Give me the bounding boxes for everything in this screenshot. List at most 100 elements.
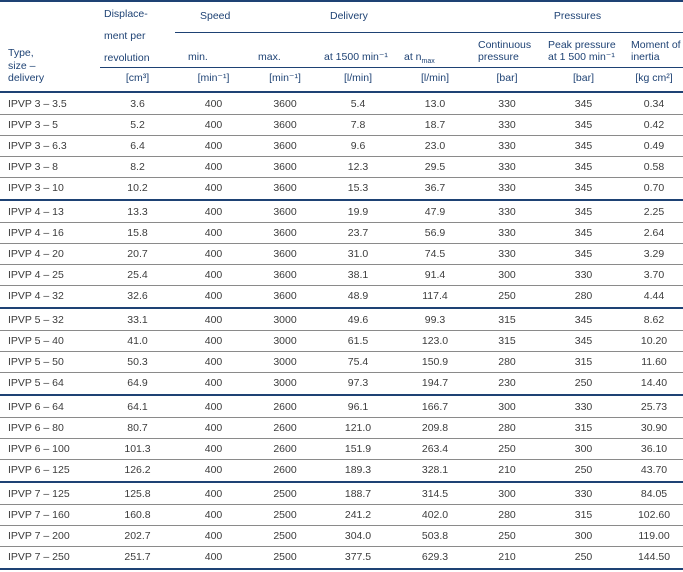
cell-type: IPVP 7 – 250 xyxy=(0,545,100,569)
cell-delivery-at-1500: 5.4 xyxy=(350,97,366,110)
table-row: IPVP 6 – 80 80.7 400 2600 121.0 209.8 280 315 30… xyxy=(0,416,683,438)
cell-speed-max: 2500 xyxy=(252,524,318,546)
delivery-group-header: Delivery xyxy=(318,1,472,33)
cell-speed-min: 400 xyxy=(204,97,223,110)
table-row: IPVP 4 – 16 15.8 400 3600 23.7 56.9 330 345 2.64 xyxy=(0,221,683,243)
cell-moment-of-inertia: 30.90 xyxy=(625,416,683,438)
cell-speed-max: 3000 xyxy=(273,313,297,326)
unit-displacement: [cm³] xyxy=(100,67,175,93)
cell-delivery-at-nmax: 117.4 xyxy=(398,284,472,308)
cell-speed-min: 400 xyxy=(175,176,252,200)
cell-delivery-at-nmax: 263.4 xyxy=(398,437,472,459)
cell-displacement: 50.3 xyxy=(100,350,175,372)
cell-speed-max: 3000 xyxy=(252,329,318,351)
cell-speed-min: 400 xyxy=(175,155,252,177)
speed-group-header: Speed xyxy=(175,1,318,33)
table-row: IPVP 4 – 32 32.6 400 3600 48.9 117.4 250 280 4.4… xyxy=(0,284,683,308)
table-row: IPVP 7 – 250 251.7 400 2500 377.5 629.3 210 250… xyxy=(0,545,683,569)
cell-peak-pressure: 345 xyxy=(542,221,625,243)
cell-speed-min: 400 xyxy=(175,221,252,243)
cell-continuous-pressure: 330 xyxy=(472,113,542,135)
unit-speed-min: [min⁻¹] xyxy=(175,67,252,93)
cell-displacement: 160.8 xyxy=(100,503,175,525)
cell-delivery-at-1500: 241.2 xyxy=(318,503,398,525)
cell-displacement: 33.1 xyxy=(127,313,148,326)
unit-moment-of-inertia: [kg cm²] xyxy=(625,67,683,93)
cell-peak-pressure: 345 xyxy=(542,134,625,156)
cell-continuous-pressure: 210 xyxy=(472,545,542,569)
cell-moment-of-inertia: 0.49 xyxy=(625,134,683,156)
table-row: IPVP 4 – 25 25.4 400 3600 38.1 91.4 300 330 3.70 xyxy=(0,263,683,285)
cell-moment-of-inertia: 3.29 xyxy=(625,242,683,264)
continuous-pressure-header: Continuous pressure xyxy=(472,32,542,69)
table-row: IPVP 6 – 64 64.1 400 2600 96.1 166.7 300 330 25.… xyxy=(0,395,683,418)
cell-delivery-at-1500: 97.3 xyxy=(318,371,398,395)
cell-speed-max: 3600 xyxy=(252,263,318,285)
cell-delivery-at-nmax: 13.0 xyxy=(424,97,446,110)
cell-moment-of-inertia: 25.73 xyxy=(640,400,668,413)
cell-continuous-pressure: 280 xyxy=(472,503,542,525)
cell-delivery-at-1500: 48.9 xyxy=(318,284,398,308)
cell-speed-max: 3600 xyxy=(252,221,318,243)
cell-speed-min: 400 xyxy=(175,416,252,438)
cell-speed-max: 2500 xyxy=(273,487,297,500)
cell-type: IPVP 7 – 125 xyxy=(8,487,70,500)
group-header-row: Type, size – delivery Displace- ment per… xyxy=(0,1,683,93)
cell-continuous-pressure: 315 xyxy=(498,313,516,326)
cell-type: IPVP 7 – 160 xyxy=(0,503,100,525)
cell-delivery-at-1500: 75.4 xyxy=(318,350,398,372)
cell-displacement: 20.7 xyxy=(100,242,175,264)
cell-delivery-at-1500: 121.0 xyxy=(318,416,398,438)
type-size-delivery-header: Type, size – delivery xyxy=(0,1,100,93)
cell-displacement: 6.4 xyxy=(100,134,175,156)
cell-delivery-at-nmax: 150.9 xyxy=(398,350,472,372)
group-ipvp-7: IPVP 7 – 125 125.8 400 2500 188.7 314.5 300 330… xyxy=(0,481,683,569)
nmax-subscript: max xyxy=(421,57,435,65)
cell-type: IPVP 4 – 20 xyxy=(0,242,100,264)
cell-speed-min: 400 xyxy=(175,134,252,156)
table-row: IPVP 3 – 8 8.2 400 3600 12.3 29.5 330 345 0.58 xyxy=(0,155,683,177)
table-row: IPVP 3 – 10 10.2 400 3600 15.3 36.7 330 345 0.70 xyxy=(0,176,683,200)
cell-type: IPVP 6 – 64 xyxy=(8,400,64,413)
cell-continuous-pressure: 330 xyxy=(472,155,542,177)
cell-continuous-pressure: 210 xyxy=(472,458,542,482)
cell-speed-min: 400 xyxy=(175,437,252,459)
cell-displacement: 64.1 xyxy=(127,400,148,413)
cell-speed-max: 3600 xyxy=(252,176,318,200)
cell-peak-pressure: 315 xyxy=(542,503,625,525)
cell-moment-of-inertia: 4.44 xyxy=(625,284,683,308)
cell-delivery-at-nmax: 23.0 xyxy=(398,134,472,156)
cell-peak-pressure: 345 xyxy=(542,329,625,351)
cell-type: IPVP 3 – 5 xyxy=(0,113,100,135)
cell-continuous-pressure: 330 xyxy=(472,176,542,200)
cell-delivery-at-nmax: 18.7 xyxy=(398,113,472,135)
cell-speed-min: 400 xyxy=(175,284,252,308)
cell-delivery-at-1500: 151.9 xyxy=(318,437,398,459)
cell-delivery-at-nmax: 36.7 xyxy=(398,176,472,200)
cell-delivery-at-nmax: 123.0 xyxy=(398,329,472,351)
group-ipvp-3: IPVP 3 – 3.5 3.6 400 3600 5.4 13.0 330 345 0.34 I… xyxy=(0,92,683,200)
cell-moment-of-inertia: 0.42 xyxy=(625,113,683,135)
cell-speed-max: 3600 xyxy=(252,242,318,264)
cell-type: IPVP 5 – 50 xyxy=(0,350,100,372)
table-row: IPVP 5 – 50 50.3 400 3000 75.4 150.9 280 315 11.… xyxy=(0,350,683,372)
cell-delivery-at-nmax: 314.5 xyxy=(421,487,449,500)
table-row: IPVP 6 – 125 126.2 400 2600 189.3 328.1 210 250… xyxy=(0,458,683,482)
cell-continuous-pressure: 330 xyxy=(472,134,542,156)
peak-pressure-header: Peak pressure at 1 500 min⁻¹ xyxy=(542,32,625,69)
cell-delivery-at-1500: 12.3 xyxy=(318,155,398,177)
cell-delivery-at-nmax: 209.8 xyxy=(398,416,472,438)
displacement-line-1: Displace- xyxy=(104,8,148,20)
cell-speed-max: 2600 xyxy=(252,437,318,459)
cell-speed-max: 2600 xyxy=(252,458,318,482)
cell-type: IPVP 3 – 10 xyxy=(0,176,100,200)
unit-delivery-at-nmax: [l/min] xyxy=(398,67,472,93)
cell-type: IPVP 5 – 64 xyxy=(0,371,100,395)
cell-moment-of-inertia: 84.05 xyxy=(640,487,668,500)
cell-moment-of-inertia: 3.70 xyxy=(625,263,683,285)
cell-continuous-pressure: 330 xyxy=(472,242,542,264)
cell-displacement: 126.2 xyxy=(100,458,175,482)
cell-delivery-at-nmax: 91.4 xyxy=(398,263,472,285)
cell-peak-pressure: 300 xyxy=(542,524,625,546)
